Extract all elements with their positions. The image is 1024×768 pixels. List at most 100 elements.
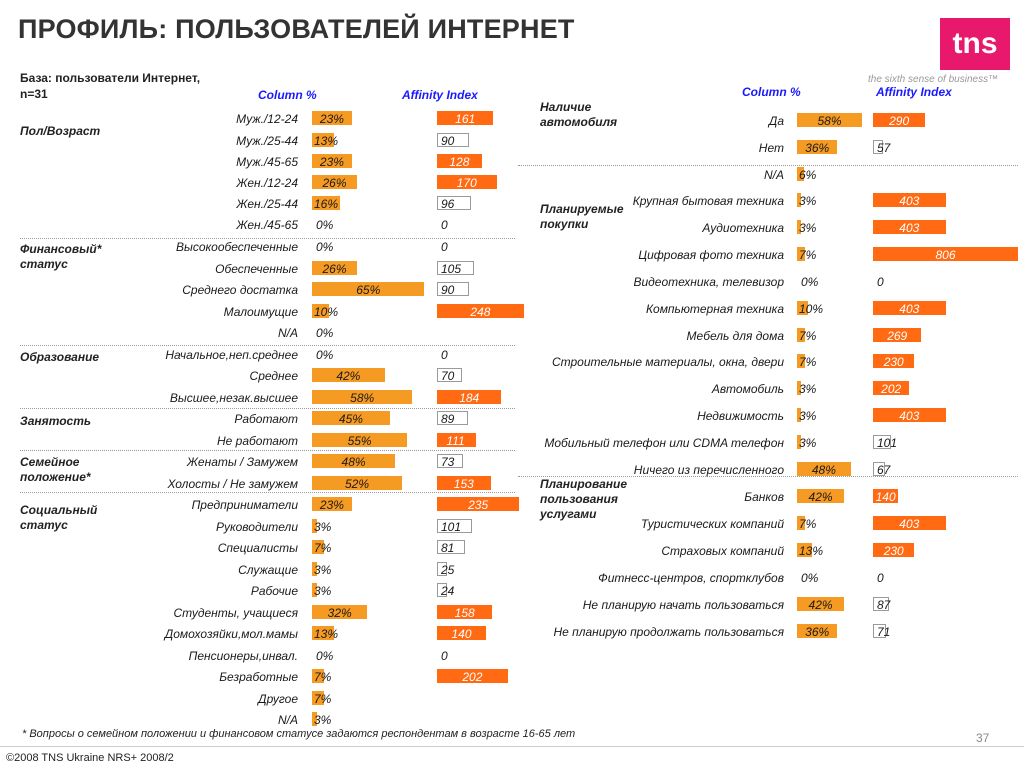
- left-row-label: Другое: [258, 692, 298, 706]
- right-affinity-value: 202: [881, 382, 902, 396]
- right-pct-bar: [797, 624, 838, 638]
- left-affinity-bar: [437, 282, 469, 296]
- right-row-label: Нет: [758, 141, 784, 155]
- right-pct-label: 3%: [799, 409, 817, 423]
- left-affinity-bar: [437, 626, 486, 640]
- left-pct-label: 0%: [316, 649, 334, 663]
- left-pct-bar: [312, 411, 390, 425]
- left-pct-bar: [312, 368, 385, 382]
- right-pct-bar: [797, 354, 805, 368]
- left-pct-label: 65%: [356, 283, 381, 297]
- left-column-pct-header: Column %: [258, 88, 317, 102]
- left-group-label: Образование: [20, 350, 100, 364]
- left-pct-bar: [312, 497, 352, 511]
- left-row-label: Студенты, учащиеся: [173, 606, 298, 620]
- right-affinity-bar: [873, 408, 946, 422]
- right-pct-label: 36%: [805, 625, 830, 639]
- right-pct-label: 13%: [799, 544, 824, 558]
- left-affinity-value: 73: [441, 455, 455, 469]
- left-affinity-bar: [437, 304, 524, 318]
- left-pct-label: 16%: [314, 197, 339, 211]
- left-affinity-value: 235: [468, 498, 489, 512]
- right-pct-label: 0%: [801, 275, 819, 289]
- right-pct-label: 3%: [799, 382, 817, 396]
- right-pct-bar: [797, 489, 845, 503]
- right-row-label: Да: [768, 114, 784, 128]
- left-pct-label: 52%: [344, 477, 369, 491]
- left-group-separator: [20, 345, 515, 346]
- right-affinity-value: 71: [877, 625, 891, 639]
- right-affinity-value: 230: [883, 355, 904, 369]
- logo-slogan: the sixth sense of business™: [868, 74, 999, 85]
- left-affinity-bar: [437, 261, 474, 275]
- left-affinity-header: Affinity Index: [402, 88, 478, 102]
- left-row-label: Жен./45-65: [236, 218, 298, 232]
- left-group-label: Пол/Возраст: [20, 124, 101, 138]
- right-row-label: Видеотехника, телевизор: [633, 275, 784, 289]
- left-pct-bar: [312, 133, 335, 147]
- right-affinity-bar: [873, 220, 946, 234]
- right-row-label: Аудиотехника: [702, 221, 784, 235]
- left-pct-bar: [312, 196, 340, 210]
- right-affinity-value: 67: [877, 463, 891, 477]
- right-affinity-header: Affinity Index: [876, 85, 952, 99]
- left-row-label: N/A: [277, 326, 298, 340]
- right-affinity-bar: [873, 543, 915, 557]
- left-affinity-bar: [437, 497, 520, 511]
- left-pct-bar: [312, 476, 402, 490]
- left-pct-label: 0%: [316, 348, 334, 362]
- left-pct-bar: [312, 626, 335, 640]
- page-number: 37: [976, 731, 990, 745]
- right-pct-label: 48%: [811, 463, 836, 477]
- right-row-label: Строительные материалы, окна, двери: [551, 355, 784, 369]
- left-affinity-value: 0: [441, 240, 448, 254]
- left-pct-bar: [312, 691, 325, 705]
- left-pct-label: 0%: [316, 218, 334, 232]
- right-row-label: Недвижимость: [697, 409, 784, 423]
- left-affinity-bar: [437, 175, 497, 189]
- right-row-label: Мобильный телефон или CDMA телефон: [544, 436, 784, 450]
- right-row-label: Автомобиль: [711, 382, 784, 396]
- right-affinity-value: 403: [899, 302, 920, 316]
- left-pct-label: 13%: [314, 134, 339, 148]
- left-pct-label: 7%: [314, 541, 332, 555]
- left-affinity-value: 153: [453, 477, 474, 491]
- left-affinity-value: 0: [441, 649, 448, 663]
- right-affinity-bar: [873, 462, 886, 476]
- left-row-label: Муж./12-24: [236, 112, 298, 126]
- left-pct-bar: [312, 583, 318, 597]
- left-affinity-bar: [437, 411, 469, 425]
- left-row-label: Домохозяйки,мол.мамы: [164, 627, 298, 641]
- left-affinity-bar: [437, 154, 482, 168]
- left-pct-label: 0%: [316, 326, 334, 340]
- right-affinity-bar: [873, 435, 892, 449]
- right-pct-bar: [797, 435, 801, 449]
- left-affinity-value: 24: [441, 584, 455, 598]
- sample-base-line2: n=31: [20, 87, 48, 101]
- right-affinity-bar: [873, 328, 922, 342]
- right-affinity-bar: [873, 624, 886, 638]
- left-group-label: Семейное положение*: [20, 455, 91, 484]
- left-affinity-value: 161: [455, 112, 476, 126]
- left-row-label: Служащие: [238, 563, 298, 577]
- footnote: * Вопросы о семейном положении и финансо…: [22, 728, 576, 740]
- right-affinity-value: 403: [899, 194, 920, 208]
- left-affinity-value: 170: [456, 176, 477, 190]
- left-affinity-bar: [437, 562, 447, 576]
- left-affinity-value: 128: [449, 155, 470, 169]
- right-affinity-value: 57: [877, 141, 891, 155]
- left-pct-label: 48%: [341, 455, 366, 469]
- right-affinity-bar: [873, 597, 889, 611]
- right-pct-label: 3%: [799, 436, 817, 450]
- right-pct-label: 6%: [799, 168, 817, 182]
- left-pct-bar: [312, 282, 425, 296]
- left-affinity-bar: [437, 433, 476, 447]
- left-affinity-value: 90: [441, 283, 455, 297]
- right-pct-label: 7%: [799, 517, 817, 531]
- right-affinity-value: 230: [883, 544, 904, 558]
- right-row-label: Мебель для дома: [686, 329, 784, 343]
- right-pct-label: 7%: [799, 355, 817, 369]
- right-pct-bar: [797, 381, 801, 395]
- left-pct-label: 3%: [314, 713, 332, 727]
- sample-base: База: пользователи Интернет, n=31: [20, 70, 200, 102]
